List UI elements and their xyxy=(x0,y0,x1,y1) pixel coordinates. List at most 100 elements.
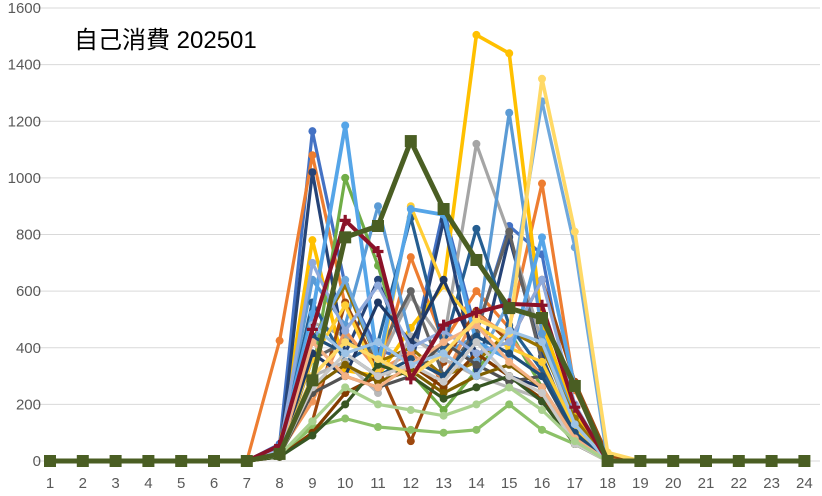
series-marker-s26 xyxy=(700,455,712,467)
x-axis-tick-label: 16 xyxy=(534,475,551,492)
series-marker-s24 xyxy=(472,383,481,392)
series-marker-s26 xyxy=(634,455,647,467)
series-marker-s25 xyxy=(406,343,415,352)
series-marker-s31 xyxy=(406,406,415,415)
series-marker-s31 xyxy=(374,400,382,409)
series-marker-s20 xyxy=(439,383,448,392)
y-axis-tick-label: 400 xyxy=(16,340,41,357)
series-marker-s15 xyxy=(374,389,382,398)
series-marker-s04 xyxy=(308,236,317,245)
chart-title: 自己消費 202501 xyxy=(74,27,257,54)
series-marker-s19 xyxy=(439,275,448,284)
x-axis-tick-label: 21 xyxy=(698,475,715,492)
series-marker-s18 xyxy=(406,425,415,434)
series-marker-s30 xyxy=(472,372,481,381)
series-marker-s26 xyxy=(536,312,548,325)
series-marker-s31 xyxy=(439,411,448,420)
series-marker-s11 xyxy=(472,224,481,233)
series-marker-s24 xyxy=(538,397,546,406)
x-axis-tick-label: 12 xyxy=(402,475,419,492)
series-marker-s15 xyxy=(439,355,448,364)
x-axis-tick-label: 15 xyxy=(501,475,518,492)
series-marker-s26 xyxy=(175,455,188,467)
series-marker-s23 xyxy=(406,355,415,364)
series-marker-s03 xyxy=(472,139,481,148)
series-marker-s31 xyxy=(341,383,350,392)
series-marker-s12 xyxy=(536,299,548,311)
x-axis-tick-label: 5 xyxy=(177,475,185,492)
series-marker-s23 xyxy=(538,372,546,381)
series-marker-s27 xyxy=(439,338,448,347)
series-marker-s25 xyxy=(374,281,382,290)
series-marker-s18 xyxy=(472,425,481,434)
x-axis-tick-label: 17 xyxy=(566,475,583,492)
series-marker-s18 xyxy=(439,428,448,437)
series-marker-s22 xyxy=(374,377,382,386)
series-marker-s05 xyxy=(374,202,382,211)
y-axis-tick-label: 0 xyxy=(33,453,41,470)
series-marker-s26 xyxy=(372,220,384,233)
x-axis-tick-label: 20 xyxy=(665,475,682,492)
series-marker-s09 xyxy=(406,287,415,296)
series-marker-s25 xyxy=(505,338,514,347)
series-marker-s30 xyxy=(570,420,579,429)
series-marker-s26 xyxy=(470,253,483,266)
series-marker-s31 xyxy=(570,437,579,446)
series-marker-s31 xyxy=(472,400,481,409)
series-marker-s31 xyxy=(505,383,514,392)
series-marker-s17 xyxy=(538,233,546,242)
series-marker-s27 xyxy=(374,383,382,392)
x-axis-tick-label: 6 xyxy=(210,475,218,492)
series-marker-s26 xyxy=(503,302,516,315)
x-axis-tick-label: 10 xyxy=(337,475,354,492)
x-axis-tick-label: 8 xyxy=(275,475,283,492)
x-axis-tick-label: 23 xyxy=(763,475,780,492)
series-marker-s09 xyxy=(505,227,514,236)
series-marker-s25 xyxy=(308,258,317,267)
series-marker-s12 xyxy=(306,323,318,335)
series-marker-s12 xyxy=(438,319,450,331)
series-marker-s26 xyxy=(44,455,56,467)
series-marker-s07 xyxy=(308,168,317,177)
x-axis-tick-label: 11 xyxy=(370,475,386,492)
series-marker-s23 xyxy=(472,332,481,341)
series-marker-s25 xyxy=(538,275,546,284)
series-marker-s26 xyxy=(732,455,745,467)
series-marker-s21 xyxy=(505,377,514,386)
series-marker-s17 xyxy=(341,121,350,130)
series-marker-s01 xyxy=(308,127,317,136)
series-marker-s04 xyxy=(505,49,514,58)
series-marker-s12 xyxy=(339,214,351,226)
series-marker-s12 xyxy=(569,401,581,413)
series-marker-s04 xyxy=(472,30,481,39)
series-marker-s28 xyxy=(505,372,514,381)
series-marker-s30 xyxy=(341,349,350,358)
series-marker-s29 xyxy=(341,338,350,347)
series-marker-s26 xyxy=(76,455,89,467)
series-marker-s07 xyxy=(374,275,382,284)
series-marker-s02 xyxy=(472,287,481,296)
series-marker-s05 xyxy=(505,108,514,117)
series-marker-s26 xyxy=(601,455,614,467)
series-line-s07 xyxy=(48,170,807,463)
series-marker-s28 xyxy=(472,338,481,347)
series-marker-s29 xyxy=(538,74,546,83)
series-marker-s18 xyxy=(374,423,382,432)
x-axis-tick-label: 3 xyxy=(111,475,119,492)
series-marker-s16 xyxy=(341,301,350,310)
series-marker-s28 xyxy=(439,377,448,386)
series-marker-s27 xyxy=(341,372,350,381)
x-axis-tick-label: 2 xyxy=(79,475,87,492)
series-marker-s18 xyxy=(341,414,350,423)
series-marker-s26 xyxy=(404,135,417,148)
x-axis-tick-label: 22 xyxy=(730,475,747,492)
series-marker-s29 xyxy=(374,355,382,364)
series-marker-s24 xyxy=(308,431,317,440)
series-marker-s26 xyxy=(109,455,122,467)
series-marker-s19 xyxy=(374,298,382,307)
series-marker-s26 xyxy=(437,203,450,216)
series-marker-s31 xyxy=(538,406,546,415)
series-marker-s18 xyxy=(505,400,514,409)
